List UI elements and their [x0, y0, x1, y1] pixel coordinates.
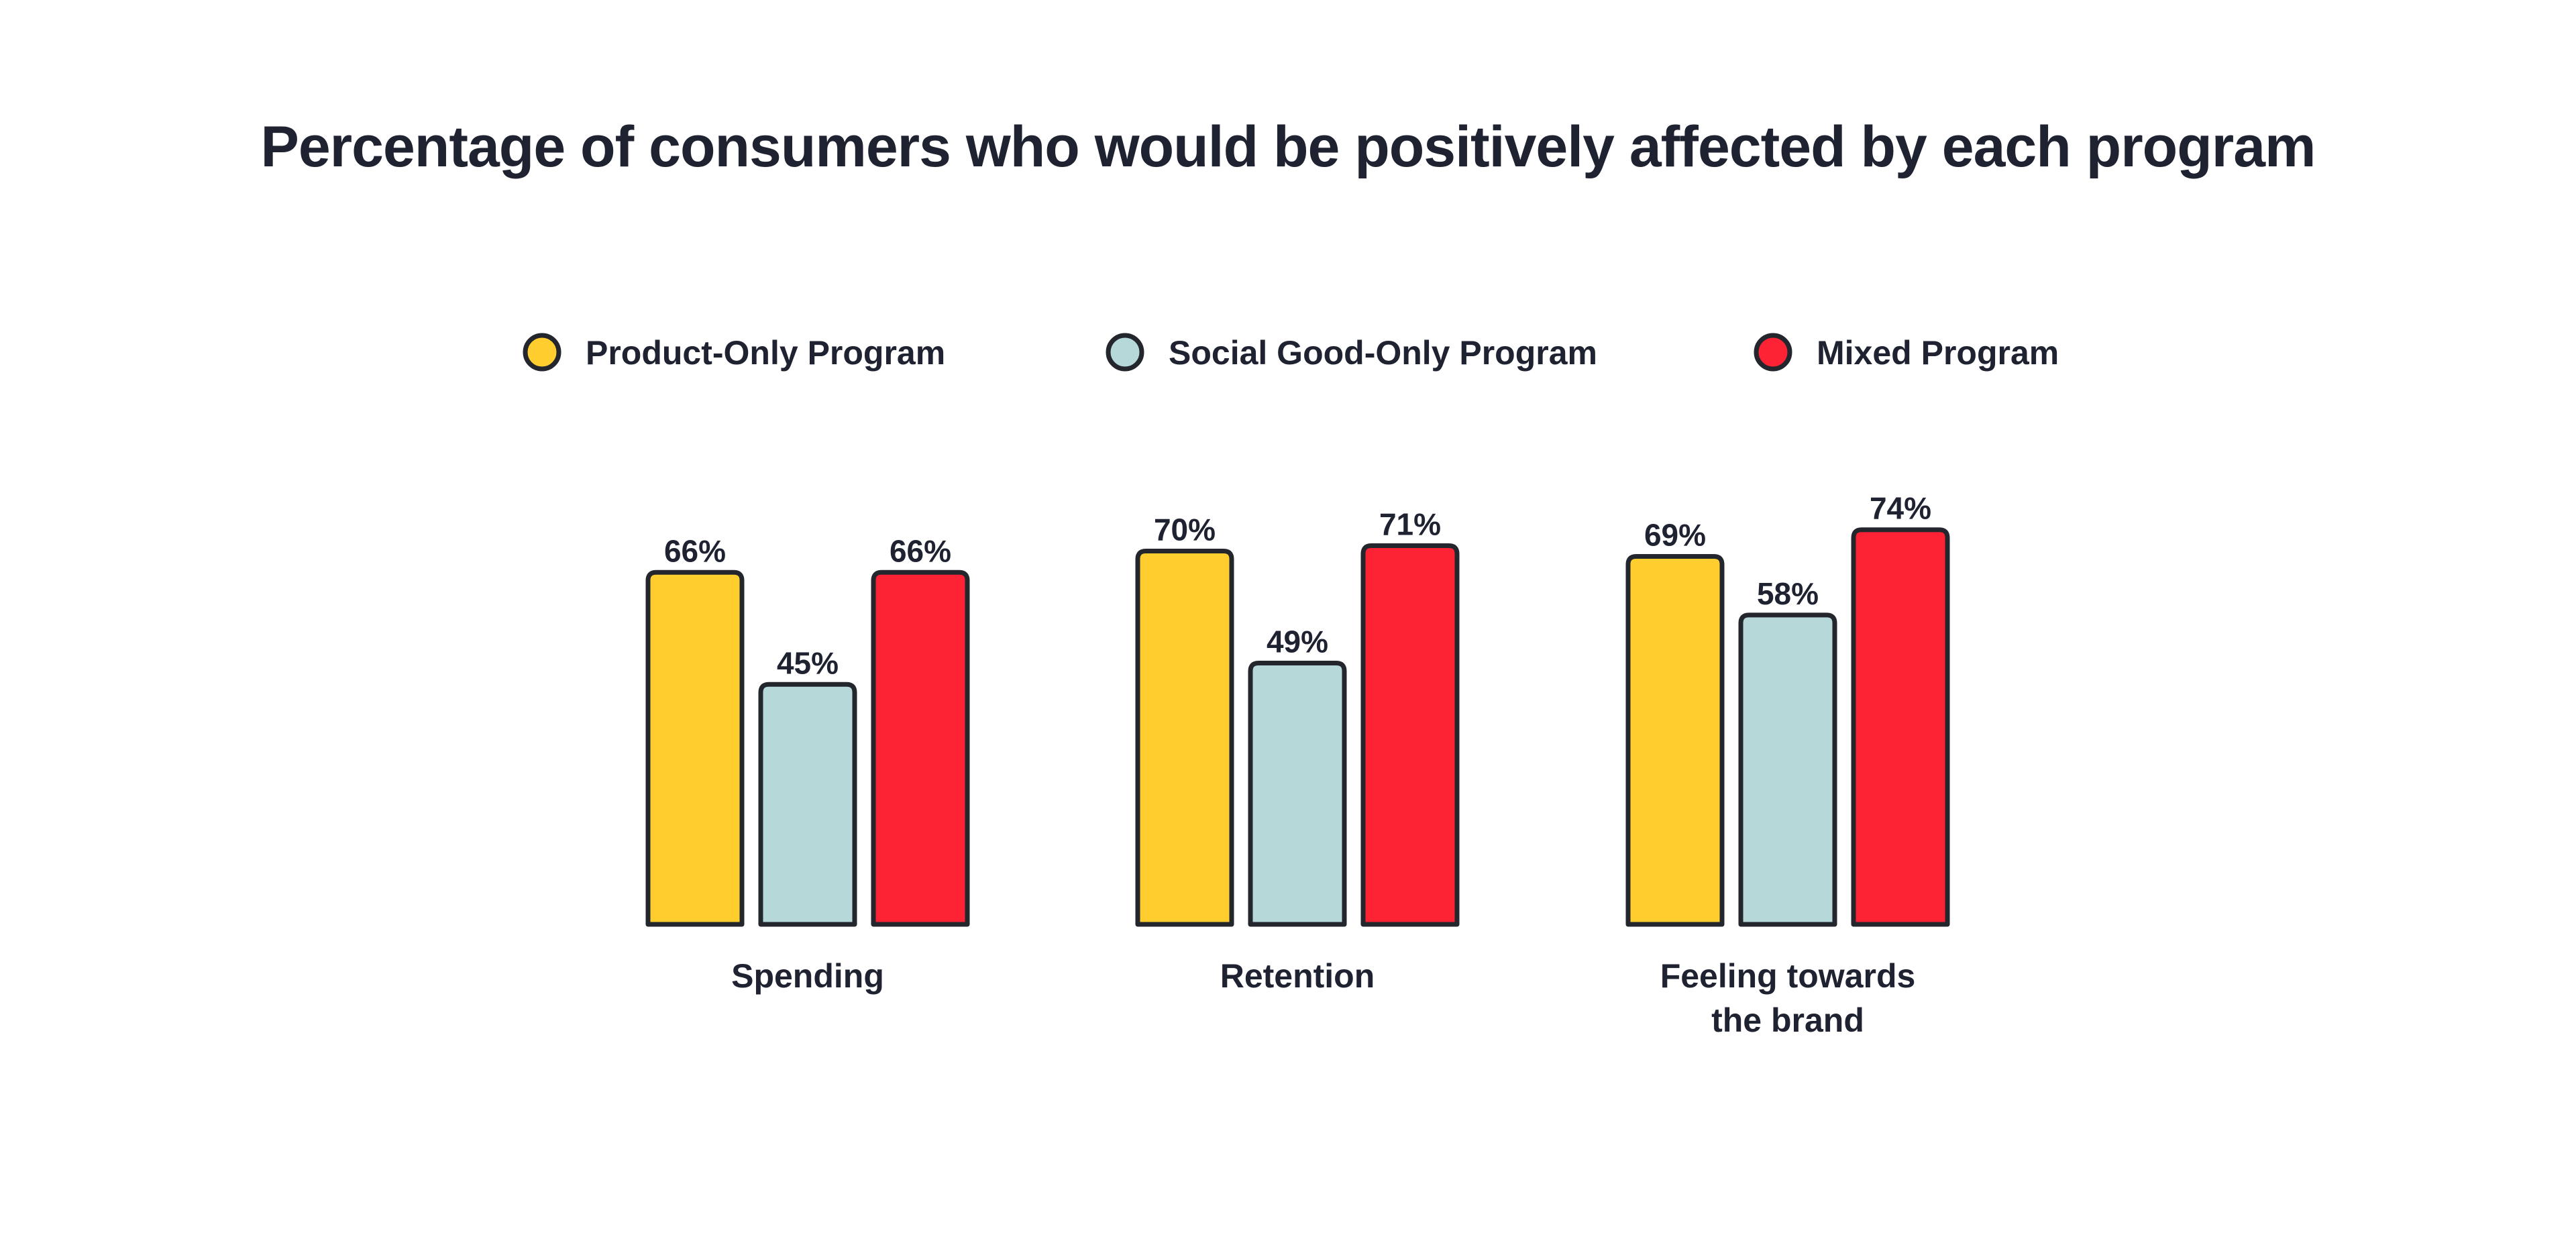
category-label: Feeling towards: [1660, 957, 1916, 995]
legend-item: Mixed Program: [1754, 333, 2059, 372]
bar: [1738, 612, 1837, 927]
legend-marker: [523, 333, 561, 372]
bar: [1360, 543, 1460, 927]
bar-value-label: 74%: [1870, 491, 1931, 526]
legend-marker: [1754, 333, 1792, 372]
category-labels: Spending Retention Feeling towards the bran…: [731, 957, 1915, 1039]
chart-title: Percentage of consumers who would be pos…: [260, 115, 2316, 179]
bar-value-label: 45%: [777, 645, 839, 680]
bar-value-label: 66%: [890, 533, 951, 568]
legend-label: Product-Only Program: [586, 334, 945, 372]
bar-value-label: 71%: [1379, 507, 1441, 542]
legend-item: Social Good-Only Program: [1106, 333, 1597, 372]
category-label: the brand: [1711, 1001, 1864, 1039]
bar: [871, 569, 970, 927]
bar: [1625, 553, 1725, 927]
bar: [758, 682, 857, 927]
bars: [645, 527, 1950, 927]
bar-value-label: 49%: [1267, 624, 1328, 659]
bar: [1248, 660, 1347, 927]
category-label: Retention: [1220, 957, 1375, 995]
bar-value-label: 58%: [1757, 576, 1819, 611]
bar-value-label: 70%: [1154, 512, 1216, 547]
legend-label: Mixed Program: [1817, 334, 2059, 372]
legend-item: Product-Only Program: [523, 333, 945, 372]
bar-value-label: 69%: [1644, 517, 1706, 552]
category-label: Spending: [731, 957, 884, 995]
bar: [1851, 527, 1950, 927]
value-labels: 66% 45% 66% 70% 49% 71% 69% 58% 74%: [664, 491, 1931, 681]
bar-value-label: 66%: [664, 533, 726, 568]
bar: [645, 569, 745, 927]
legend-label: Social Good-Only Program: [1169, 334, 1597, 372]
legend-marker: [1106, 333, 1144, 372]
legend: Product-Only Program Social Good-Only Pro…: [523, 333, 2059, 372]
bar: [1135, 549, 1234, 927]
